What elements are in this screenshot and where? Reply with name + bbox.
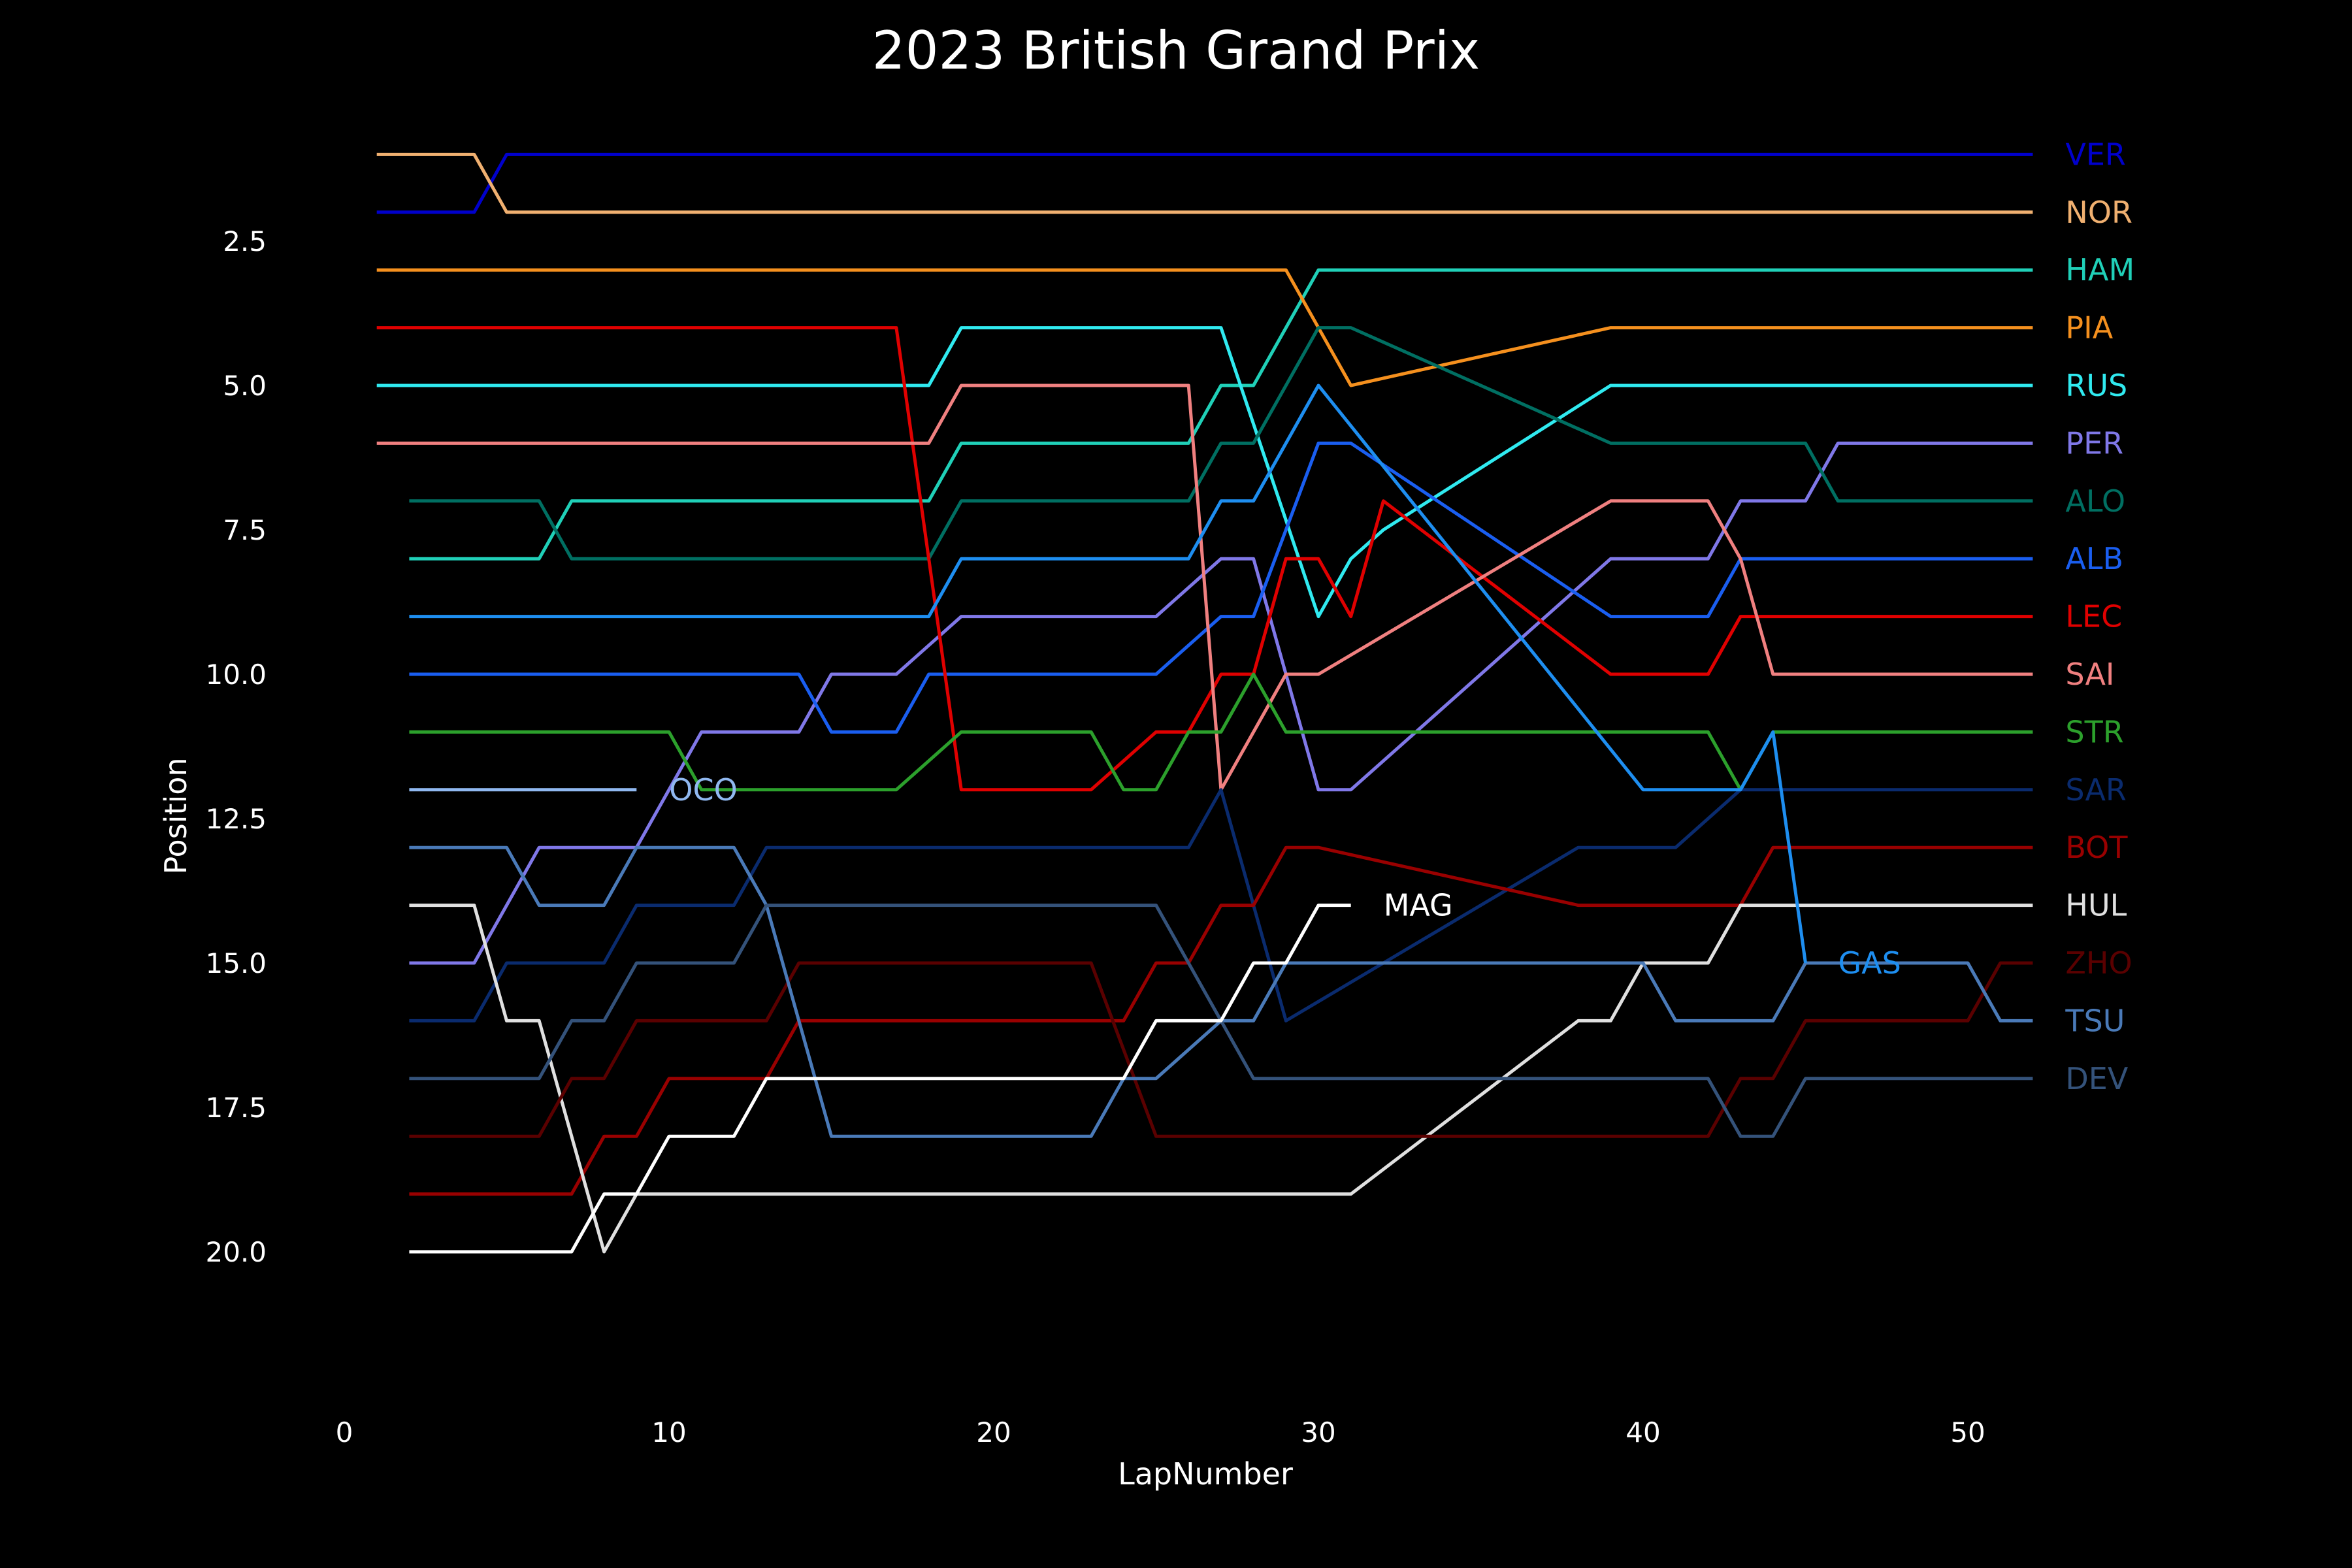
series-label-rus: RUS [2065,368,2127,403]
series-labels: VER NOR HAM PIA RUS PER ALO ALB LEC SAI STR SAR BOT H… [669,137,2134,1096]
x-tick-label: 40 [1625,1416,1660,1448]
series-label-alo: ALO [2065,483,2125,519]
series-label-sai: SAI [2065,657,2114,692]
x-tick-label: 0 [336,1416,353,1448]
y-tick-label: 15.0 [205,947,267,979]
x-axis-label: LapNumber [1118,1456,1293,1492]
y-tick-label: 17.5 [205,1092,267,1124]
series-label-pia: PIA [2065,310,2113,346]
x-tick-label: 50 [1950,1416,1985,1448]
series-line-dev [409,904,2033,1138]
chart-title: 2023 British Grand Prix [872,20,1480,81]
series-label-mag: MAG [1384,888,1453,923]
series-line-hul [409,904,2033,1254]
series-line-pia [376,268,2033,387]
series-label-hul: HUL [2065,888,2127,923]
series-line-sai [376,384,2033,792]
series-label-lec: LEC [2065,599,2122,634]
series-label-ham: HAM [2065,252,2134,287]
series-label-nor: NOR [2065,195,2132,230]
y-axis-label: Position [158,757,193,874]
series-label-str: STR [2065,714,2123,749]
series-line-gas [409,384,1807,964]
series-line-lec [376,326,2033,792]
series-line-mag [409,904,1351,1254]
x-tick-label: 10 [651,1416,686,1448]
y-tick-label: 12.5 [205,803,267,835]
series-line-tsu [409,845,2033,1138]
y-tick-label: 2.5 [223,225,267,257]
series-line-per [409,441,2033,965]
x-tick-label: 20 [976,1416,1011,1448]
series-line-nor [376,152,2033,214]
x-tick-labels: 0 10 20 30 40 50 [336,1416,1985,1448]
series-label-gas: GAS [1838,945,1901,981]
series-label-bot: BOT [2065,830,2128,865]
series-line-alo [409,326,2033,561]
series-label-tsu: TSU [2065,1003,2125,1038]
y-tick-label: 7.5 [223,514,267,546]
series-line-ham [409,268,2033,561]
x-tick-label: 30 [1301,1416,1335,1448]
y-tick-label: 5.0 [223,370,267,402]
series-label-zho: ZHO [2065,945,2132,981]
series-line-sar [409,788,2033,1022]
series-label-per: PER [2065,425,2123,461]
series-line-rus [376,326,2033,619]
series-lines [376,152,2033,1254]
series-label-dev: DEV [2065,1061,2128,1096]
series-line-bot [409,845,2033,1196]
series-line-ver [376,152,2033,214]
series-label-ver: VER [2065,137,2126,172]
series-label-oco: OCO [669,772,738,808]
y-tick-labels: 2.5 5.0 7.5 10.0 12.5 15.0 17.5 20.0 [205,225,267,1268]
series-line-alb [409,441,2033,734]
series-label-alb: ALB [2065,541,2123,576]
series-line-str [409,672,2033,792]
series-line-zho [409,961,2033,1138]
y-tick-label: 10.0 [205,659,267,691]
y-tick-label: 20.0 [205,1236,267,1268]
series-label-sar: SAR [2065,772,2126,808]
